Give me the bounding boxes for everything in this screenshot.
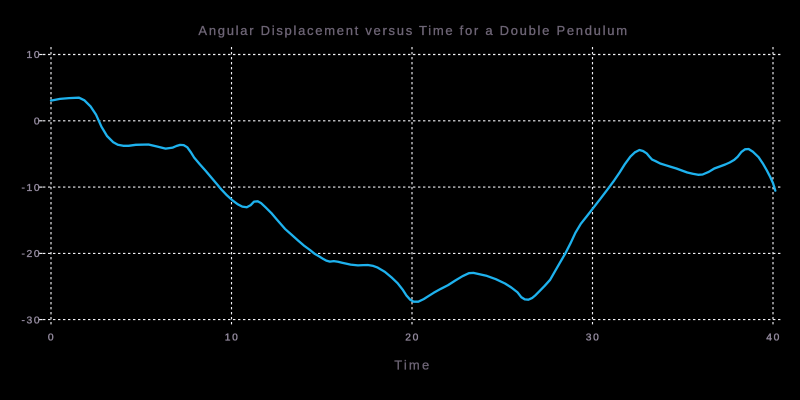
svg-text:0: 0 <box>34 117 41 128</box>
svg-text:30: 30 <box>586 332 601 343</box>
svg-text:Angular Displacement versus Ti: Angular Displacement versus Time for a D… <box>198 23 628 38</box>
svg-text:-30: -30 <box>22 315 42 326</box>
svg-text:Time: Time <box>394 357 431 372</box>
svg-text:20: 20 <box>405 332 420 343</box>
svg-text:10: 10 <box>27 50 42 61</box>
svg-text:40: 40 <box>766 332 781 343</box>
svg-text:10: 10 <box>225 332 240 343</box>
svg-text:0: 0 <box>48 332 55 343</box>
svg-text:-10: -10 <box>22 183 42 194</box>
svg-text:-20: -20 <box>22 249 42 260</box>
